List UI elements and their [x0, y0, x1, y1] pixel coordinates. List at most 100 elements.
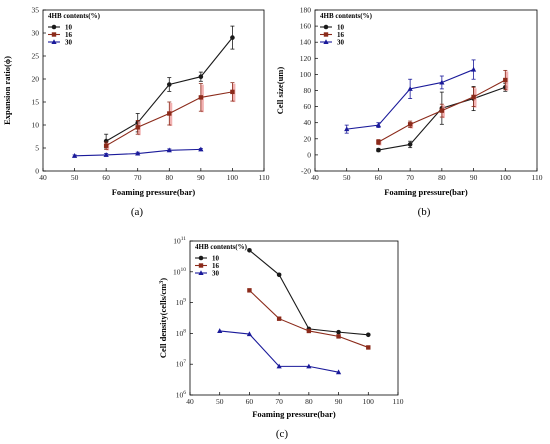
- x-tick-label: 50: [343, 173, 351, 182]
- y-tick-label: 25: [32, 52, 40, 61]
- data-point: [135, 125, 140, 130]
- data-point: [503, 77, 508, 83]
- legend-marker: [323, 39, 329, 44]
- data-point: [336, 334, 341, 339]
- plot-frame: [189, 240, 399, 396]
- legend-marker: [198, 263, 204, 268]
- data-point: [103, 152, 109, 157]
- y-tick-label: 30: [32, 29, 40, 38]
- legend-entry: 30: [65, 39, 73, 47]
- y-tick-label: 80: [304, 86, 312, 95]
- y-tick-label: 180: [300, 6, 312, 15]
- data-point: [166, 147, 172, 153]
- x-tick-label: 80: [305, 397, 313, 406]
- x-tick-label: 110: [393, 397, 404, 406]
- y-tick-label: 100: [300, 70, 312, 79]
- y-tick-label: 107: [176, 359, 187, 369]
- x-tick-label: 90: [335, 397, 343, 406]
- x-tick-label: 80: [438, 173, 446, 182]
- x-tick-label: 90: [197, 173, 205, 182]
- x-tick-label: 100: [500, 173, 512, 182]
- data-point: [167, 111, 172, 116]
- x-axis-label: Foaming pressure(bar): [384, 187, 468, 197]
- y-tick-label: 10: [32, 121, 40, 130]
- data-point: [376, 147, 381, 153]
- y-tick-label: 40: [304, 118, 312, 127]
- data-point: [198, 74, 204, 79]
- y-tick-label: 20: [32, 75, 40, 84]
- data-point: [439, 79, 445, 85]
- y-tick-label: 1010: [173, 267, 186, 277]
- legend-entry: 16: [337, 31, 345, 39]
- legend-marker: [198, 270, 204, 275]
- legend-marker: [323, 32, 329, 37]
- legend-marker: [51, 24, 57, 30]
- panel-label: (a): [131, 206, 144, 218]
- y-tick-label: 160: [300, 22, 312, 31]
- panel-label: (b): [418, 206, 431, 218]
- data-point: [247, 247, 252, 253]
- legend-marker: [51, 39, 57, 44]
- legend-marker: [323, 24, 329, 30]
- y-tick-label: 60: [304, 102, 312, 111]
- legend-entry: 30: [212, 270, 220, 278]
- y-tick-label: 5: [35, 144, 39, 153]
- y-tick-label: -20: [301, 167, 311, 176]
- legend-title: 4HB contents(%): [195, 243, 248, 251]
- x-tick-label: 110: [532, 173, 543, 182]
- legend-entry: 16: [212, 262, 220, 270]
- legend-entry: 30: [337, 39, 345, 47]
- x-tick-label: 70: [406, 173, 414, 182]
- x-tick-label: 100: [363, 397, 375, 406]
- x-axis-label: Foaming pressure(bar): [252, 409, 336, 419]
- x-tick-label: 70: [275, 397, 283, 406]
- data-point: [366, 345, 371, 350]
- data-point: [407, 122, 413, 127]
- x-tick-label: 40: [186, 397, 194, 406]
- x-tick-label: 100: [227, 173, 239, 182]
- x-tick-label: 90: [470, 173, 478, 182]
- series-30: [344, 59, 477, 134]
- x-tick-label: 40: [39, 173, 47, 182]
- x-tick-label: 60: [246, 397, 254, 406]
- data-point: [135, 150, 141, 156]
- data-point: [276, 363, 282, 369]
- series-16: [247, 288, 371, 350]
- series-16: [103, 82, 236, 151]
- data-point: [306, 363, 312, 369]
- y-tick-label: 120: [300, 54, 312, 63]
- x-tick-label: 40: [311, 173, 319, 182]
- chart-2: 40 50 60 70 80 90 100 110 -20 0 20 40 60 80 100 120 140 1…: [275, 6, 543, 219]
- legend-title: 4HB contents(%): [320, 12, 373, 20]
- series-line: [249, 289, 369, 348]
- data-point: [344, 126, 350, 132]
- plot-frame: [314, 9, 538, 172]
- data-point: [407, 86, 413, 91]
- y-tick-label: 0: [35, 167, 39, 176]
- data-point: [230, 89, 235, 95]
- data-point: [198, 146, 204, 152]
- data-point: [276, 316, 282, 321]
- data-point: [166, 82, 172, 87]
- series-16: [376, 69, 509, 146]
- plot-frame: [42, 9, 265, 172]
- legend-entry: 10: [212, 255, 220, 263]
- legend-marker: [198, 255, 204, 261]
- y-tick-label: 106: [176, 390, 187, 400]
- y-tick-label: 20: [304, 134, 312, 143]
- data-point: [71, 153, 78, 158]
- y-axis-label: Cell density(cells/cm3): [158, 278, 168, 358]
- x-tick-label: 50: [71, 173, 79, 182]
- y-tick-label: 15: [32, 98, 40, 107]
- data-point: [335, 369, 342, 375]
- y-axis-label: Cell size(um): [275, 67, 285, 115]
- panel-label: (c): [276, 428, 289, 440]
- x-tick-label: 60: [375, 173, 383, 182]
- data-point: [407, 142, 413, 147]
- chart-1: 40 50 60 70 80 90 100 110 0 5 10 15 20 25 30 35 Foaming …: [2, 6, 270, 219]
- x-tick-label: 60: [102, 173, 110, 182]
- series-line: [249, 249, 369, 336]
